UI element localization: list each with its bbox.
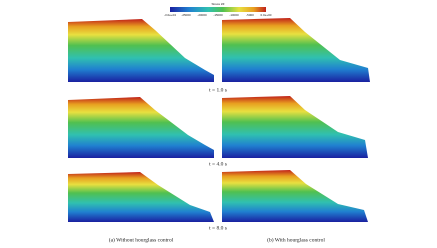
colorbar-tick-label: 0.0e+00 (261, 13, 272, 17)
time-label: t = 4.0 s (209, 161, 227, 167)
colorbar-tick-label: -20000 (197, 13, 207, 17)
colorbar (170, 7, 266, 12)
caption: (b) With hourglass control (267, 236, 325, 243)
panel-b3 (222, 170, 368, 222)
colorbar-tick-label: -10000 (229, 13, 239, 17)
time-label: t = 8.0 s (209, 225, 227, 231)
colorbar-tick-label: -5000 (246, 13, 254, 17)
panel-a2 (68, 97, 214, 158)
caption: (a) Without hourglass control (109, 236, 174, 243)
panel-a3 (68, 172, 214, 222)
colorbar-ticks: -3.0e+04 -25000 -20000 -15000 -10000 -5000 0.0… (164, 13, 272, 17)
colorbar-tick-label: -3.0e+04 (164, 13, 176, 17)
colorbar-title: Stress ZZ (211, 2, 224, 6)
panel-a1 (68, 19, 214, 82)
panel-b2 (222, 96, 368, 158)
time-label: t = 1.0 s (209, 87, 227, 93)
colorbar-tick-label: -15000 (213, 13, 223, 17)
panel-b1 (222, 18, 370, 82)
colorbar-tick-label: -25000 (181, 13, 191, 17)
